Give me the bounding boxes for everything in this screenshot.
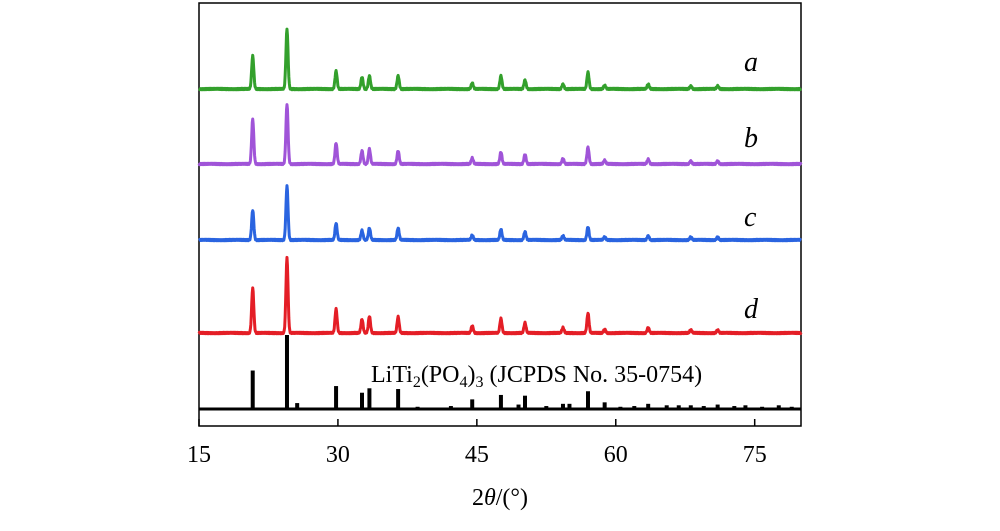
series-line-d	[197, 255, 803, 336]
series-label-d: d	[744, 294, 759, 325]
x-tick-label: 60	[604, 442, 628, 468]
series-line-a	[197, 27, 803, 92]
x-tick-label: 45	[465, 442, 489, 468]
series-label-c: c	[744, 202, 757, 233]
series-curves	[197, 27, 803, 336]
x-axis: 15 30 45 60 75	[187, 419, 767, 468]
x-axis-label: 2θ/(°)	[472, 485, 528, 511]
x-tick-label: 75	[743, 442, 767, 468]
series-label-b: b	[744, 123, 758, 154]
reference-pattern	[199, 335, 801, 411]
series-line-c	[197, 184, 803, 243]
reference-label: LiTi2(PO4)3 (JCPDS No. 35-0754)	[371, 362, 702, 391]
x-tick-label: 15	[187, 442, 211, 468]
series-line-b	[197, 103, 803, 167]
x-tick-label: 30	[326, 442, 350, 468]
series-label-a: a	[744, 47, 758, 78]
plot-frame	[198, 2, 802, 427]
